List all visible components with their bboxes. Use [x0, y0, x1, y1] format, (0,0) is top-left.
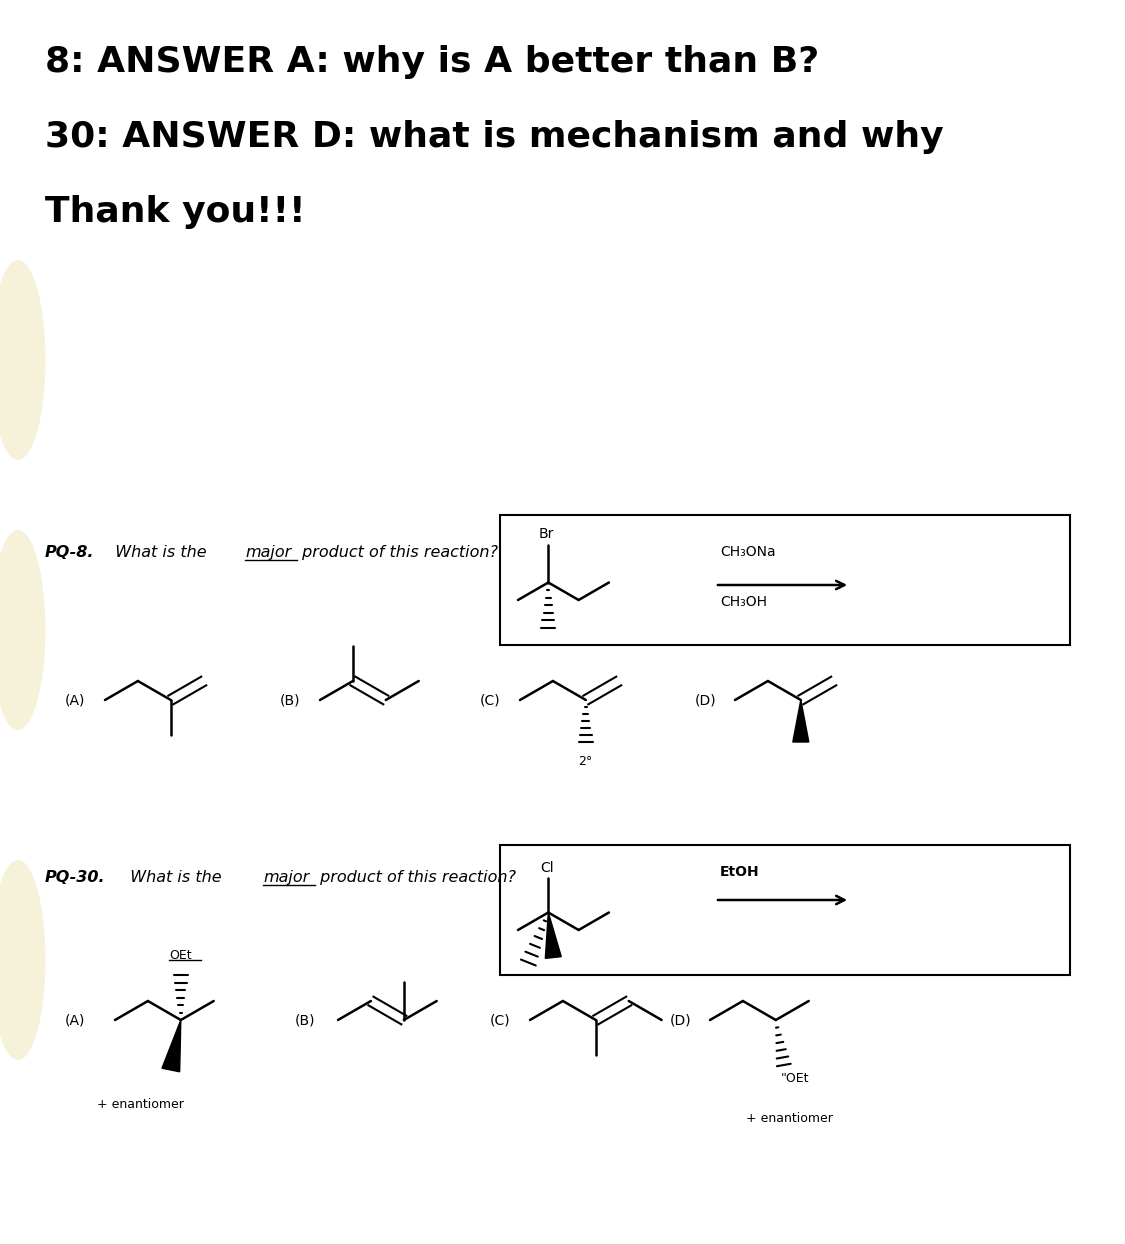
Text: + enantiomer: + enantiomer: [97, 1098, 183, 1111]
Text: product of this reaction?: product of this reaction?: [315, 870, 516, 884]
Text: (A): (A): [65, 1013, 86, 1028]
Text: (B): (B): [295, 1013, 315, 1028]
Text: "OEt: "OEt: [781, 1072, 809, 1085]
Text: Cl: Cl: [540, 861, 554, 875]
Text: product of this reaction?: product of this reaction?: [297, 545, 498, 560]
Text: What is the: What is the: [105, 545, 212, 560]
Text: 8: ANSWER A: why is A better than B?: 8: ANSWER A: why is A better than B?: [45, 45, 819, 80]
Text: major: major: [263, 870, 309, 884]
Text: (B): (B): [280, 693, 300, 707]
Text: (D): (D): [670, 1013, 692, 1028]
Text: major: major: [245, 545, 291, 560]
Text: (A): (A): [65, 693, 86, 707]
Bar: [500, 845, 1070, 975]
Text: Thank you!!!: Thank you!!!: [45, 195, 306, 229]
Bar: [500, 515, 1070, 644]
Text: EtOH: EtOH: [720, 865, 759, 880]
Text: (C): (C): [490, 1013, 511, 1028]
Text: 30: ANSWER D: what is mechanism and why: 30: ANSWER D: what is mechanism and why: [45, 119, 944, 154]
Text: Br: Br: [538, 527, 554, 541]
Text: What is the: What is the: [120, 870, 227, 884]
Text: CH₃ONa: CH₃ONa: [720, 545, 775, 559]
Text: PQ-30.: PQ-30.: [45, 870, 106, 884]
Ellipse shape: [0, 860, 45, 1060]
Polygon shape: [162, 1020, 181, 1072]
Text: (C): (C): [480, 693, 501, 707]
Ellipse shape: [0, 260, 45, 460]
Text: 2°: 2°: [578, 755, 592, 768]
Text: OEt: OEt: [169, 949, 191, 962]
Text: PQ-8.: PQ-8.: [45, 545, 94, 560]
Text: CH₃OH: CH₃OH: [720, 595, 767, 610]
Polygon shape: [793, 700, 809, 741]
Text: + enantiomer: + enantiomer: [746, 1112, 832, 1125]
Text: (D): (D): [695, 693, 717, 707]
Ellipse shape: [0, 530, 45, 730]
Polygon shape: [546, 913, 561, 958]
